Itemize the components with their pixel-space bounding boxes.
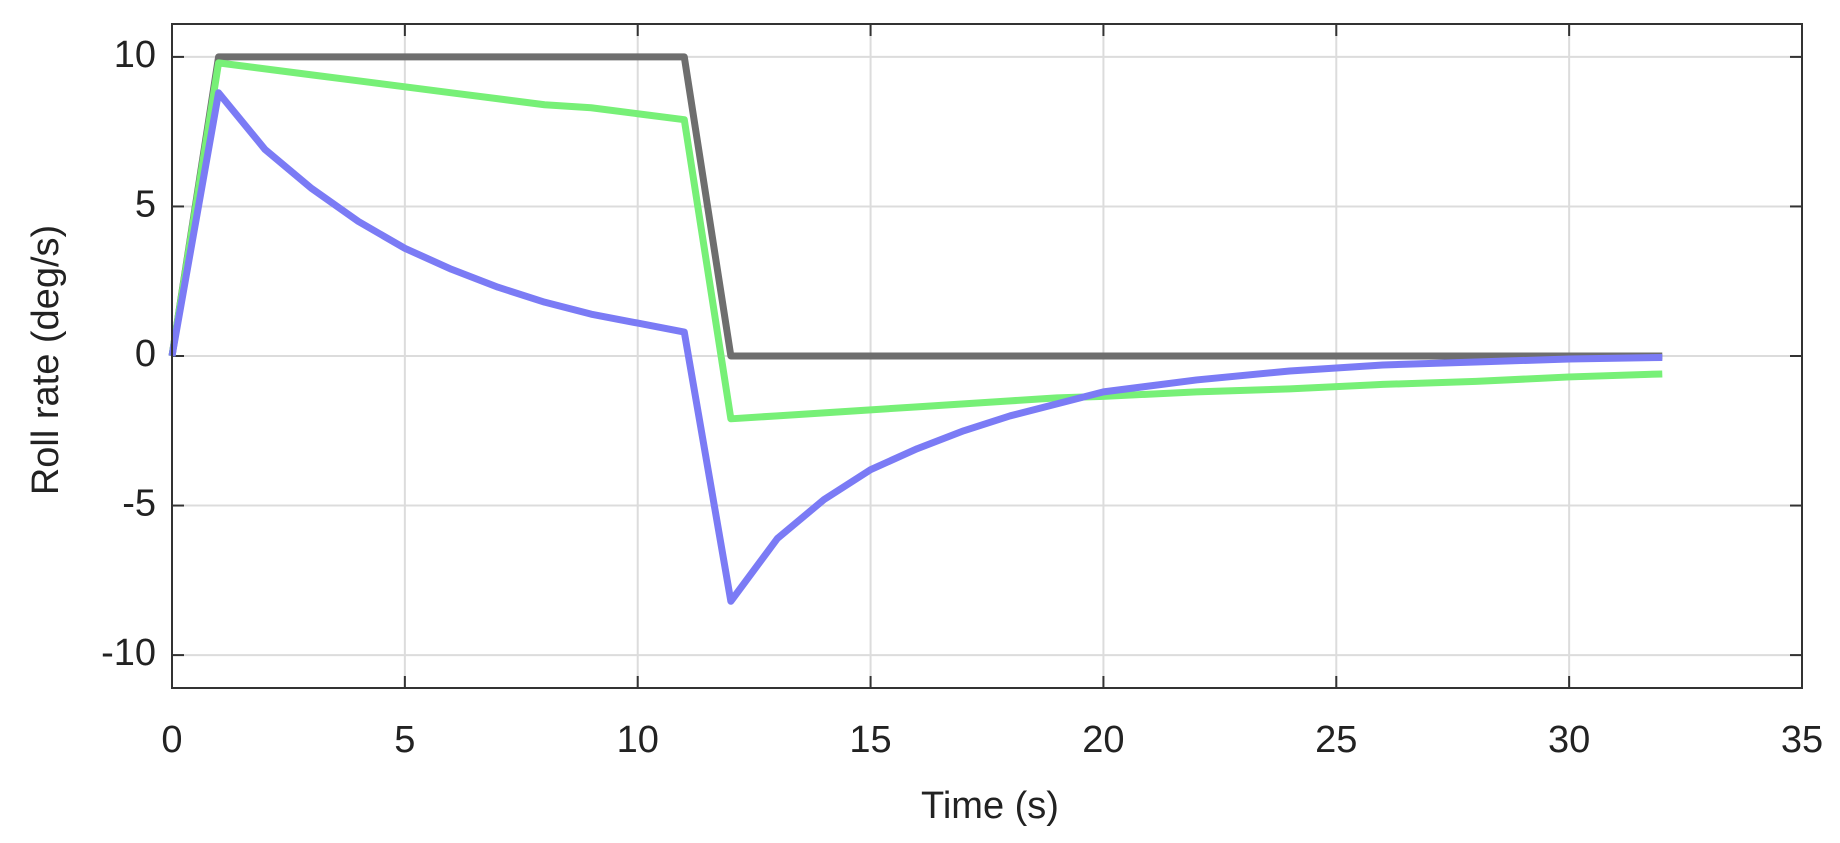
- x-tick-label: 35: [1781, 719, 1823, 761]
- x-axis-label: Time (s): [921, 785, 1059, 827]
- plot-frame: [171, 23, 1803, 689]
- x-tick-label: 0: [161, 719, 182, 761]
- x-tick-label: 20: [1082, 719, 1124, 761]
- y-tick-label: -5: [122, 483, 156, 525]
- data-line: [168, 89, 1663, 605]
- y-tick-label: 5: [135, 183, 156, 225]
- y-tick-label: -10: [101, 632, 156, 674]
- x-tick-label: 30: [1548, 719, 1590, 761]
- x-tick-label: 5: [394, 719, 415, 761]
- x-tick-label: 10: [617, 719, 659, 761]
- y-tick-label: 10: [114, 34, 156, 76]
- x-tick-label: 15: [849, 719, 891, 761]
- y-axis-label: Roll rate (deg/s): [25, 225, 67, 495]
- data-line: [168, 59, 1663, 423]
- y-tick-label: 0: [135, 333, 156, 375]
- data-line: [168, 53, 1663, 360]
- x-tick-label: 25: [1315, 719, 1357, 761]
